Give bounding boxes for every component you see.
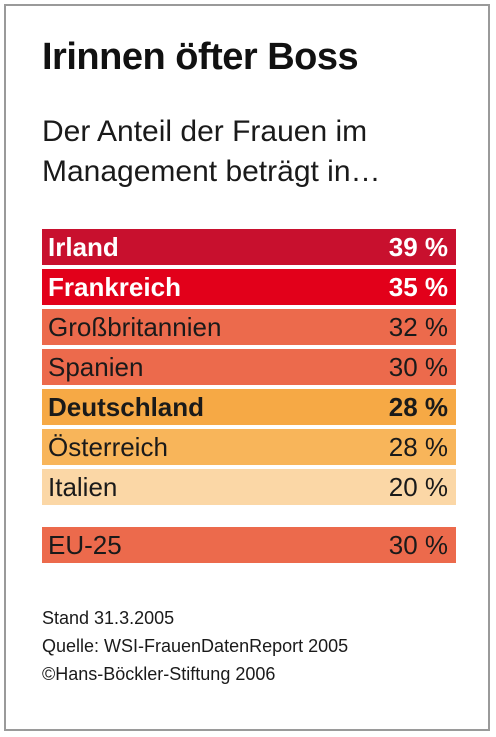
source-text: Quelle: WSI-FrauenDatenReport 2005 [42, 636, 349, 656]
row-percent-value: 30 % [388, 352, 448, 382]
table-row: Irland 39 % [42, 229, 456, 265]
table-row: Italien 20 % [42, 469, 456, 505]
country-table: Irland 39 % Frankreich 35 % Großbritannien 32… [42, 0, 456, 737]
row-country-label: Irland [48, 232, 119, 262]
row-percent-value: 35 % [388, 272, 448, 302]
table-row: Frankreich 35 % [42, 269, 456, 305]
row-percent-value: 39 % [388, 232, 448, 262]
row-country-label: Spanien [48, 352, 144, 382]
table-row: Deutschland 28 % [42, 389, 456, 425]
copyright-text: ©Hans-Böckler-Stiftung 2006 [42, 664, 276, 684]
chart-title: Irinnen öfter Boss [42, 36, 359, 78]
row-percent-value: 28 % [388, 432, 448, 462]
row-percent-value: 20 % [388, 472, 448, 502]
table-row: Österreich 28 % [42, 429, 456, 465]
row-percent-value: 30 % [388, 530, 448, 560]
chart-subtitle: Der Anteil der Frauen im Management betr… [42, 115, 381, 188]
table-row: Spanien 30 % [42, 349, 456, 385]
table-row: EU-25 30 % [42, 527, 456, 563]
row-country-label: EU-25 [48, 530, 122, 560]
source-footer: Stand 31.3.2005 Quelle: WSI-FrauenDatenR… [42, 604, 348, 688]
row-percent-value: 28 % [388, 392, 448, 422]
table-row: Großbritannien 32 % [42, 309, 456, 345]
row-country-label: Großbritannien [48, 312, 222, 342]
row-country-label: Deutschland [48, 392, 205, 422]
stand-date: Stand 31.3.2005 [42, 608, 175, 628]
row-percent-value: 32 % [388, 312, 448, 342]
row-country-label: Österreich [48, 432, 168, 462]
row-country-label: Italien [48, 472, 118, 502]
row-country-label: Frankreich [48, 272, 181, 302]
